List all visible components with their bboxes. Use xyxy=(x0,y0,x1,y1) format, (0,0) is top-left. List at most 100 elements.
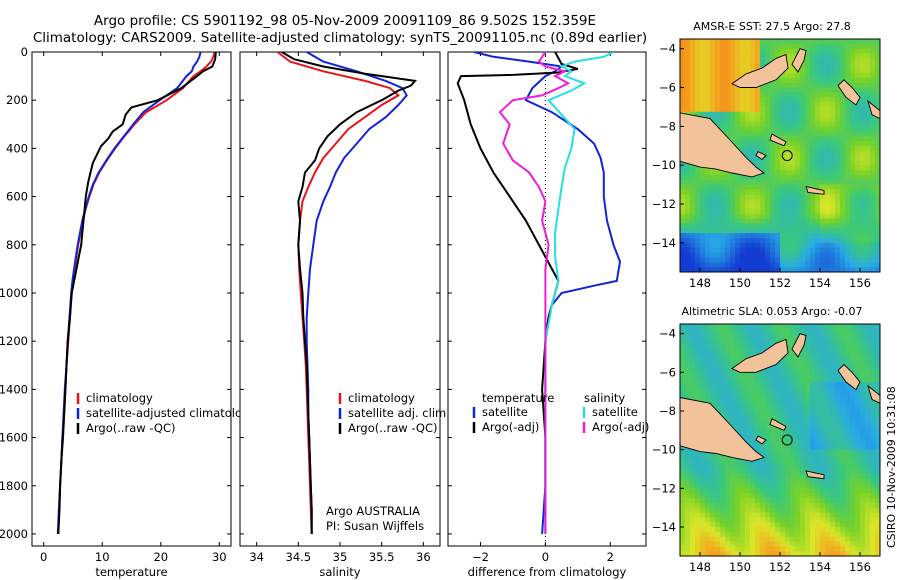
map-cell xyxy=(735,464,741,470)
map-cell xyxy=(805,391,811,397)
map-cell xyxy=(745,469,751,475)
map-cell xyxy=(805,68,811,74)
map-cell xyxy=(835,43,841,50)
map-cell xyxy=(765,469,771,475)
map-cell xyxy=(850,502,856,508)
map-cell xyxy=(720,391,726,397)
map-cell xyxy=(740,126,746,132)
map-cell xyxy=(835,39,841,45)
map-cell xyxy=(815,140,821,147)
map-cell xyxy=(780,257,786,263)
map-cell xyxy=(760,493,766,499)
depth-tick-label: 400 xyxy=(6,141,28,155)
map-cell xyxy=(870,478,876,484)
map-cell xyxy=(720,454,726,460)
map-cell xyxy=(810,73,816,79)
map-cell xyxy=(755,155,761,161)
map-cell xyxy=(810,82,816,88)
map-cell xyxy=(740,328,746,334)
map-cell xyxy=(845,218,851,224)
map-cell xyxy=(765,551,771,557)
map-cell xyxy=(830,372,836,378)
map-cell xyxy=(680,382,686,388)
map-cell xyxy=(790,391,796,397)
map-cell xyxy=(840,406,846,412)
map-cell xyxy=(705,63,711,69)
map-cell xyxy=(855,430,861,436)
map-cell xyxy=(780,333,786,339)
map-cell xyxy=(840,541,846,547)
map-cell xyxy=(820,179,826,186)
map-cell xyxy=(720,218,726,224)
map-cell xyxy=(800,517,806,523)
map-cell xyxy=(715,469,721,475)
map-cell xyxy=(870,430,876,436)
map-cell xyxy=(810,541,816,547)
map-cell xyxy=(755,97,761,103)
map-cell xyxy=(785,527,791,533)
map-cell xyxy=(865,531,871,537)
map-cell xyxy=(840,102,846,108)
map-cell xyxy=(715,48,721,54)
map-cell xyxy=(835,420,841,426)
map-cell xyxy=(870,488,876,494)
map-cell xyxy=(820,493,826,499)
map-cell xyxy=(780,488,786,494)
map-cell xyxy=(850,267,856,273)
map-cell xyxy=(730,333,736,339)
map-cell xyxy=(810,68,816,74)
map-cell xyxy=(835,48,841,54)
map-cell xyxy=(760,328,766,334)
map-cell xyxy=(745,507,751,513)
map-cell xyxy=(745,184,751,190)
map-cell xyxy=(735,536,741,542)
map-cell xyxy=(680,353,686,359)
map-cell xyxy=(725,39,731,45)
map-cell xyxy=(705,252,711,258)
map-cell xyxy=(700,233,706,239)
land-polygon xyxy=(837,79,861,106)
map-cell xyxy=(810,87,816,93)
map-cell xyxy=(750,43,756,50)
map-cell xyxy=(845,401,851,407)
map-cell xyxy=(700,396,706,402)
map-cell xyxy=(795,454,801,460)
map-cell xyxy=(810,353,816,359)
map-cell xyxy=(795,121,801,127)
map-cell xyxy=(715,43,721,50)
map-cell xyxy=(855,208,861,215)
legend-entry: satellite adj. clim. xyxy=(348,406,450,420)
map-cell xyxy=(745,473,751,479)
map-cell xyxy=(850,155,856,161)
map-cell xyxy=(775,82,781,88)
map-cell xyxy=(850,136,856,142)
map-cell xyxy=(725,343,731,349)
map-cell xyxy=(800,507,806,513)
map-cell xyxy=(735,348,741,354)
map-cell xyxy=(790,333,796,339)
map-cell xyxy=(700,174,706,181)
map-cell xyxy=(845,541,851,547)
map-cell xyxy=(730,121,736,127)
map-cell xyxy=(690,546,696,552)
map-cell xyxy=(785,469,791,475)
map-cell xyxy=(875,406,881,412)
map-cell xyxy=(840,179,846,186)
map-cell xyxy=(715,102,721,108)
map-cell xyxy=(785,333,791,339)
map-cell xyxy=(870,357,876,363)
map-cell xyxy=(780,502,786,508)
map-cell xyxy=(860,406,866,412)
map-cell xyxy=(795,401,801,407)
map-cell xyxy=(695,459,701,465)
map-cell xyxy=(775,459,781,465)
map-cell xyxy=(805,233,811,239)
map-cell xyxy=(705,73,711,79)
map-cell xyxy=(690,184,696,190)
map-cell xyxy=(685,522,691,528)
map-cell xyxy=(850,527,856,533)
map-cell xyxy=(830,531,836,537)
map-cell xyxy=(830,194,836,200)
map-cell xyxy=(805,396,811,402)
map-cell xyxy=(725,92,731,98)
